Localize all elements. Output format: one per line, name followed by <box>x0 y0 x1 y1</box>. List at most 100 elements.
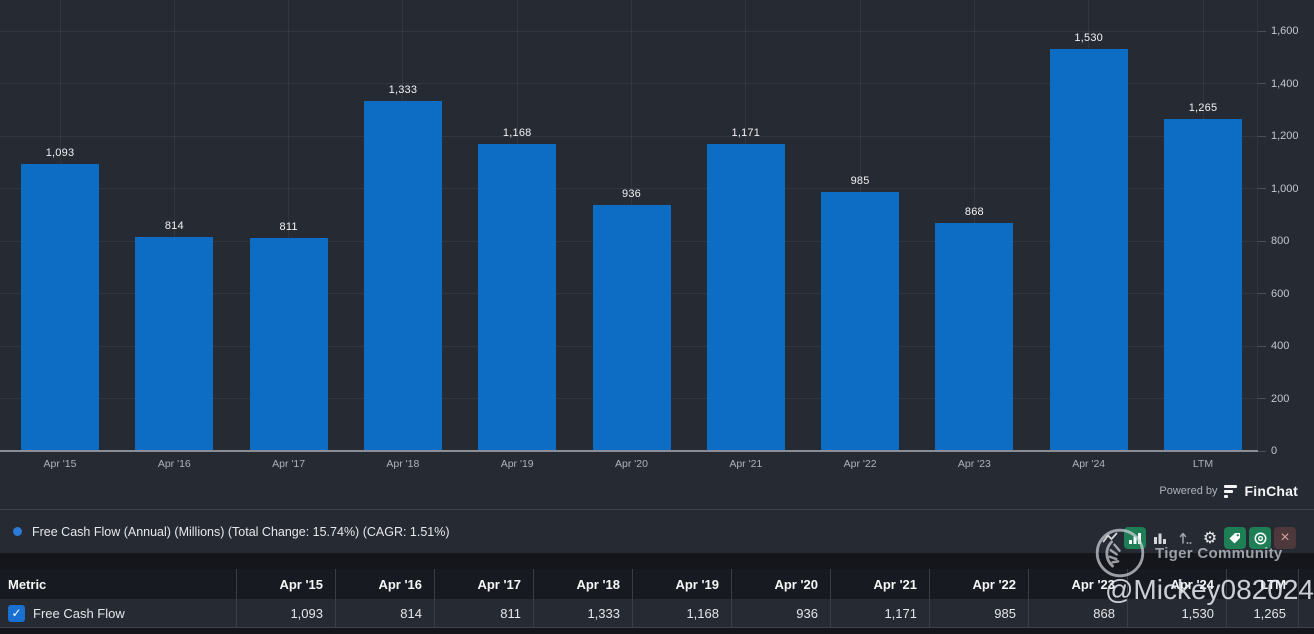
value-cell: 1,530 <box>1128 599 1227 627</box>
close-icon[interactable]: × <box>1274 527 1296 549</box>
x-axis-tick-label: Apr '18 <box>386 458 420 470</box>
y-axis-tick-label: 200 <box>1271 392 1290 405</box>
legend-series-label: Free Cash Flow (Annual) (Millions) (Tota… <box>32 524 450 539</box>
column-header: Apr '23 <box>1029 569 1128 599</box>
bar-value-label: 936 <box>622 188 641 201</box>
y-tick <box>1258 398 1266 399</box>
table-right-spacer <box>1299 569 1314 599</box>
value-cell: 985 <box>930 599 1029 627</box>
column-header: Apr '15 <box>237 569 336 599</box>
bottom-strip <box>0 627 1314 634</box>
x-axis-tick-label: Apr '15 <box>43 458 77 470</box>
bar-value-label: 811 <box>279 221 298 234</box>
column-header: Apr '21 <box>831 569 930 599</box>
x-axis-tick-label: Apr '22 <box>843 458 877 470</box>
table-right-spacer <box>1299 599 1314 627</box>
column-header: Apr '16 <box>336 569 435 599</box>
bar[interactable] <box>21 164 99 451</box>
x-axis-tick-label: Apr '16 <box>157 458 191 470</box>
column-header: LTM <box>1227 569 1299 599</box>
bar[interactable] <box>935 223 1014 451</box>
column-header: Apr '18 <box>534 569 633 599</box>
x-gridline <box>173 0 175 451</box>
x-axis-line <box>0 450 1258 452</box>
y-tick <box>1258 293 1266 294</box>
y-axis-tick-label: 400 <box>1271 340 1290 352</box>
column-header: Apr '20 <box>732 569 831 599</box>
x-axis-tick-label: Apr '17 <box>272 458 306 470</box>
bar[interactable] <box>478 144 557 451</box>
y-tick <box>1258 83 1266 84</box>
y-tick <box>1258 135 1266 137</box>
section-divider <box>0 553 1314 569</box>
bar[interactable] <box>1049 49 1128 451</box>
x-axis-tick-label: Apr '19 <box>500 458 534 470</box>
value-cell: 1,168 <box>633 599 732 627</box>
y-tick <box>1258 240 1266 242</box>
legend-row: Free Cash Flow (Annual) (Millions) (Tota… <box>0 509 1314 553</box>
y-axis-tick-label: 0 <box>1271 445 1278 457</box>
y-gridline <box>0 30 1258 32</box>
x-axis-tick-label: Apr '24 <box>1072 458 1106 470</box>
column-header: Apr '24 <box>1128 569 1227 599</box>
value-cell: 1,333 <box>534 599 633 627</box>
powered-by-text: Powered by <box>1159 485 1218 497</box>
y-tick <box>1258 30 1266 32</box>
y-tick <box>1258 345 1266 347</box>
table-row: Free Cash Flow 1,0938148111,3331,1689361… <box>0 599 1314 627</box>
metric-cell: Free Cash Flow <box>0 599 237 627</box>
value-cell: 814 <box>336 599 435 627</box>
chart-toolbar: ⚙ × <box>1099 527 1296 549</box>
bar-value-label: 1,333 <box>388 84 418 97</box>
value-cell: 1,093 <box>237 599 336 627</box>
bar-chart-icon[interactable] <box>1149 527 1171 549</box>
bar-value-label: 1,171 <box>731 126 761 139</box>
bar-value-label: 1,168 <box>502 127 532 140</box>
value-cell: 936 <box>732 599 831 627</box>
bar[interactable] <box>249 238 328 451</box>
y-gridline <box>0 135 1258 137</box>
y-tick <box>1258 450 1266 452</box>
bar-value-label: 985 <box>850 175 870 188</box>
bar-value-label: 1,093 <box>45 147 75 160</box>
metric-column-header: Metric <box>0 569 237 599</box>
y-axis-tick-label: 1,400 <box>1271 77 1299 90</box>
table-header-row: Metric Apr '15 Apr '16 Apr '17 Apr '18 Apr '… <box>0 569 1314 599</box>
y-tick <box>1258 188 1266 189</box>
bar[interactable] <box>135 237 214 451</box>
y-gridline <box>0 83 1258 84</box>
x-gridline <box>288 0 290 451</box>
tag-icon[interactable] <box>1224 527 1246 549</box>
metric-name: Free Cash Flow <box>33 605 125 621</box>
y-gridline <box>0 188 1258 189</box>
bar-value-label: 868 <box>964 206 984 219</box>
bar[interactable] <box>821 192 900 451</box>
y-axis-tick-label: 800 <box>1271 235 1290 247</box>
plot-right-edge-gridline <box>1256 0 1258 451</box>
value-cell: 1,265 <box>1227 599 1299 627</box>
eye-icon[interactable] <box>1249 527 1271 549</box>
trend-line-icon[interactable] <box>1099 527 1121 549</box>
finchat-brand-name: FinChat <box>1244 483 1298 499</box>
metrics-table: Metric Apr '15 Apr '16 Apr '17 Apr '18 Apr '… <box>0 569 1314 627</box>
bar-value-label: 1,265 <box>1188 101 1218 114</box>
column-header: Apr '22 <box>930 569 1029 599</box>
powered-by-finchat-link[interactable]: Powered by FinChat <box>1159 483 1298 499</box>
gear-icon[interactable]: ⚙ <box>1202 528 1218 547</box>
bar-chart-active-icon[interactable] <box>1124 527 1146 549</box>
value-cell: 868 <box>1029 599 1128 627</box>
column-header: Apr '17 <box>435 569 534 599</box>
x-axis-tick-label: Apr '20 <box>615 458 648 470</box>
bar-value-label: 1,530 <box>1074 32 1103 45</box>
bar-value-label: 814 <box>164 220 184 233</box>
x-axis-tick-label: Apr '21 <box>729 458 763 470</box>
metric-checkbox-checked[interactable] <box>8 604 25 622</box>
scale-arrow-icon[interactable] <box>1174 527 1196 549</box>
bar[interactable] <box>592 205 671 451</box>
legend-series-dot <box>13 527 22 536</box>
bar-chart: 0 200 400 600 800 1,000 1,200 1,400 1,600 1,093 Ap… <box>0 0 1299 470</box>
y-axis-tick-label: 600 <box>1271 287 1290 300</box>
bar[interactable] <box>706 143 785 451</box>
bar[interactable] <box>363 101 442 451</box>
bar[interactable] <box>1164 118 1242 451</box>
